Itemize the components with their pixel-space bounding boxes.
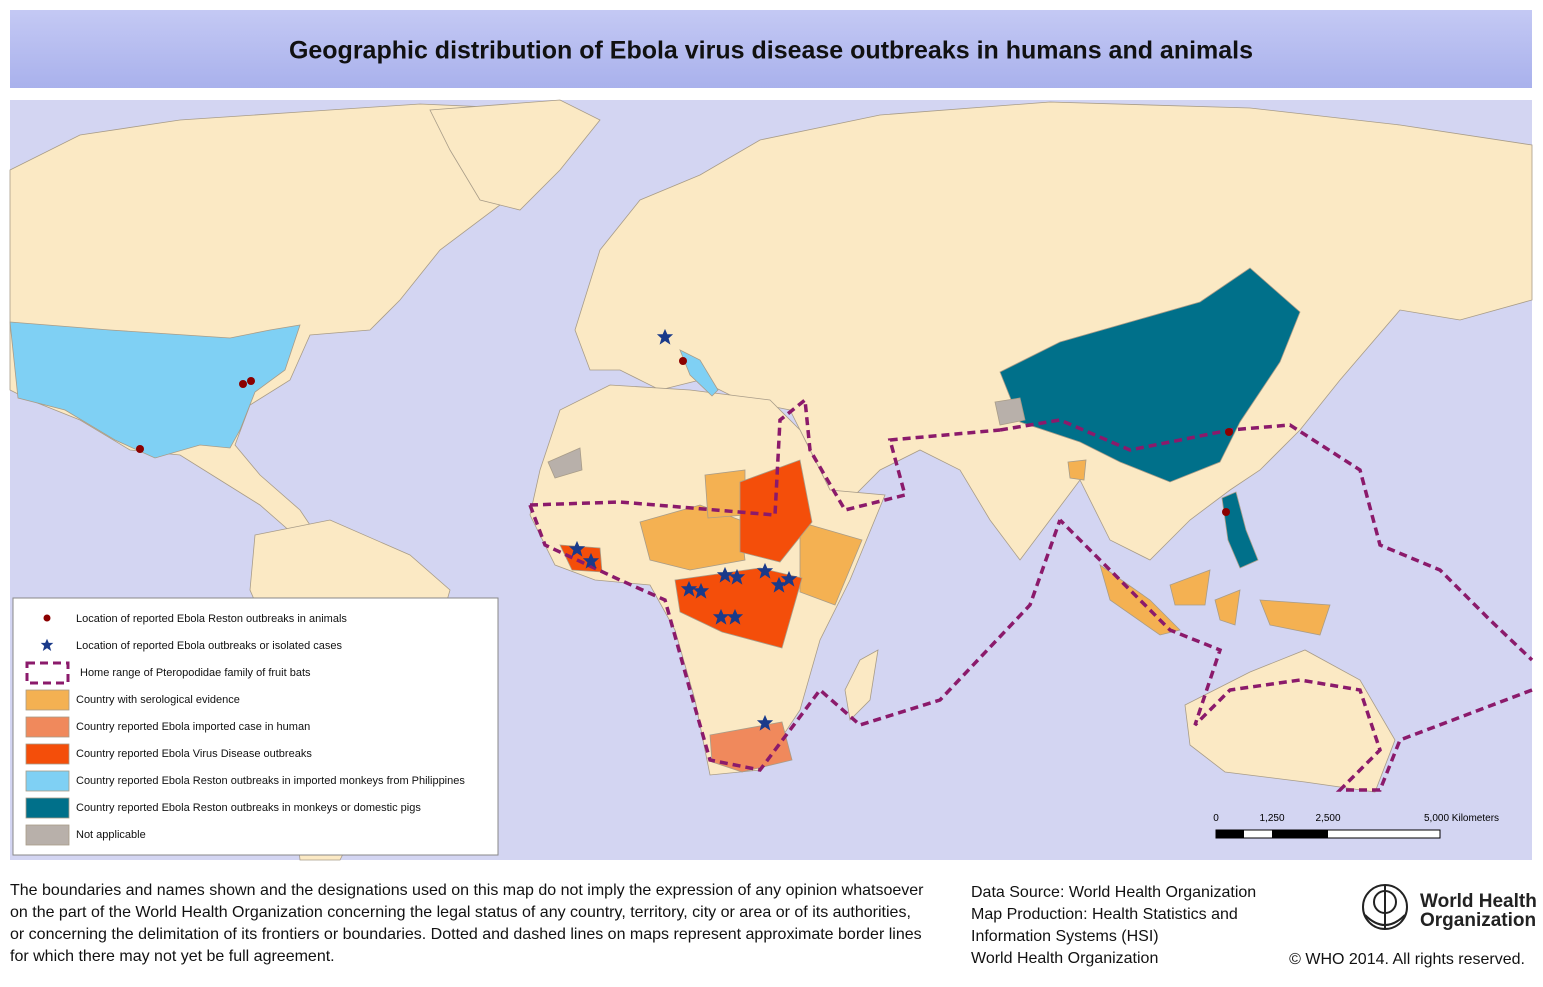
reston-point	[247, 377, 255, 385]
legend-box	[12, 597, 499, 856]
legend-swatch	[25, 824, 70, 846]
legend-label: Country with serological evidence	[76, 694, 240, 706]
source-line: Data Source: World Health Organization	[971, 884, 1256, 901]
legend-dot	[43, 614, 51, 622]
legend-label: Home range of Pteropodidae family of fru…	[80, 667, 311, 679]
legend-swatch	[25, 743, 70, 765]
reston-point	[1225, 428, 1233, 436]
legend-label: Country reported Ebola Reston outbreaks …	[76, 775, 465, 787]
scale-bar: 0 1,250 2,500 5,000 Kilometers	[1213, 813, 1499, 839]
disclaimer-line: on the part of the World Health Organiza…	[10, 904, 911, 921]
legend-label: Location of reported Ebola outbreaks or …	[76, 640, 342, 652]
scale-label: 5,000 Kilometers	[1424, 813, 1499, 824]
scale-label: 1,250	[1259, 813, 1284, 824]
who-emblem	[1362, 884, 1408, 930]
reston-point	[1222, 508, 1230, 516]
legend-swatch	[25, 770, 70, 792]
legend-swatch	[25, 689, 70, 711]
bat-range-asia	[999, 418, 1534, 792]
usa	[9, 321, 301, 459]
legend-swatch	[25, 716, 70, 738]
source-line: World Health Organization	[971, 950, 1158, 967]
bat-range-africa	[528, 396, 1062, 772]
eurasia	[574, 101, 1533, 561]
australia	[1184, 649, 1396, 793]
legend-dash	[25, 661, 70, 685]
scale-label: 0	[1213, 813, 1219, 824]
source-line: Information Systems (HSI)	[971, 928, 1159, 945]
east-africa-serology	[799, 521, 863, 606]
disclaimer-line: for which there may not yet be full agre…	[10, 948, 335, 965]
scale-label: 2,500	[1315, 813, 1340, 824]
reston-points	[136, 357, 1233, 516]
bangladesh	[1067, 459, 1087, 481]
west-central-africa-serology	[639, 504, 746, 571]
legend-label: Country reported Ebola Reston outbreaks …	[76, 802, 421, 814]
footer: The boundaries and names shown and the d…	[10, 882, 1537, 968]
legend-swatch	[25, 797, 70, 819]
kashmir	[994, 397, 1026, 426]
scale-segment	[1216, 830, 1244, 838]
logo-text: World Health	[1420, 891, 1537, 912]
reston-point	[136, 445, 144, 453]
disclaimer-line: or concerning the delimitation of its fr…	[10, 926, 922, 943]
legend-label: Not applicable	[76, 829, 146, 841]
south-africa	[709, 721, 793, 773]
legend: Location of reported Ebola Reston outbre…	[12, 597, 499, 856]
legend-label: Country reported Ebola imported case in …	[76, 721, 310, 733]
logo-text: Organization	[1420, 910, 1536, 931]
greenland	[429, 99, 601, 211]
congo-basin	[674, 567, 803, 649]
title: Geographic distribution of Ebola virus d…	[289, 37, 1253, 65]
disclaimer-line: The boundaries and names shown and the d…	[10, 882, 924, 899]
legend-label: Country reported Ebola Virus Disease out…	[76, 748, 312, 760]
copyright: © WHO 2014. All rights reserved.	[1289, 951, 1525, 968]
philippines	[1221, 491, 1259, 569]
italy	[679, 349, 719, 397]
china	[999, 267, 1301, 483]
scale-segment	[1272, 830, 1328, 838]
madagascar	[844, 649, 879, 721]
western-sahara	[547, 447, 583, 479]
reston-point	[679, 357, 687, 365]
legend-label: Location of reported Ebola Reston outbre…	[76, 613, 347, 625]
source-line: Map Production: Health Statistics and	[971, 906, 1238, 923]
reston-point	[239, 380, 247, 388]
title-bar	[10, 10, 1532, 88]
indonesia	[1099, 564, 1331, 636]
